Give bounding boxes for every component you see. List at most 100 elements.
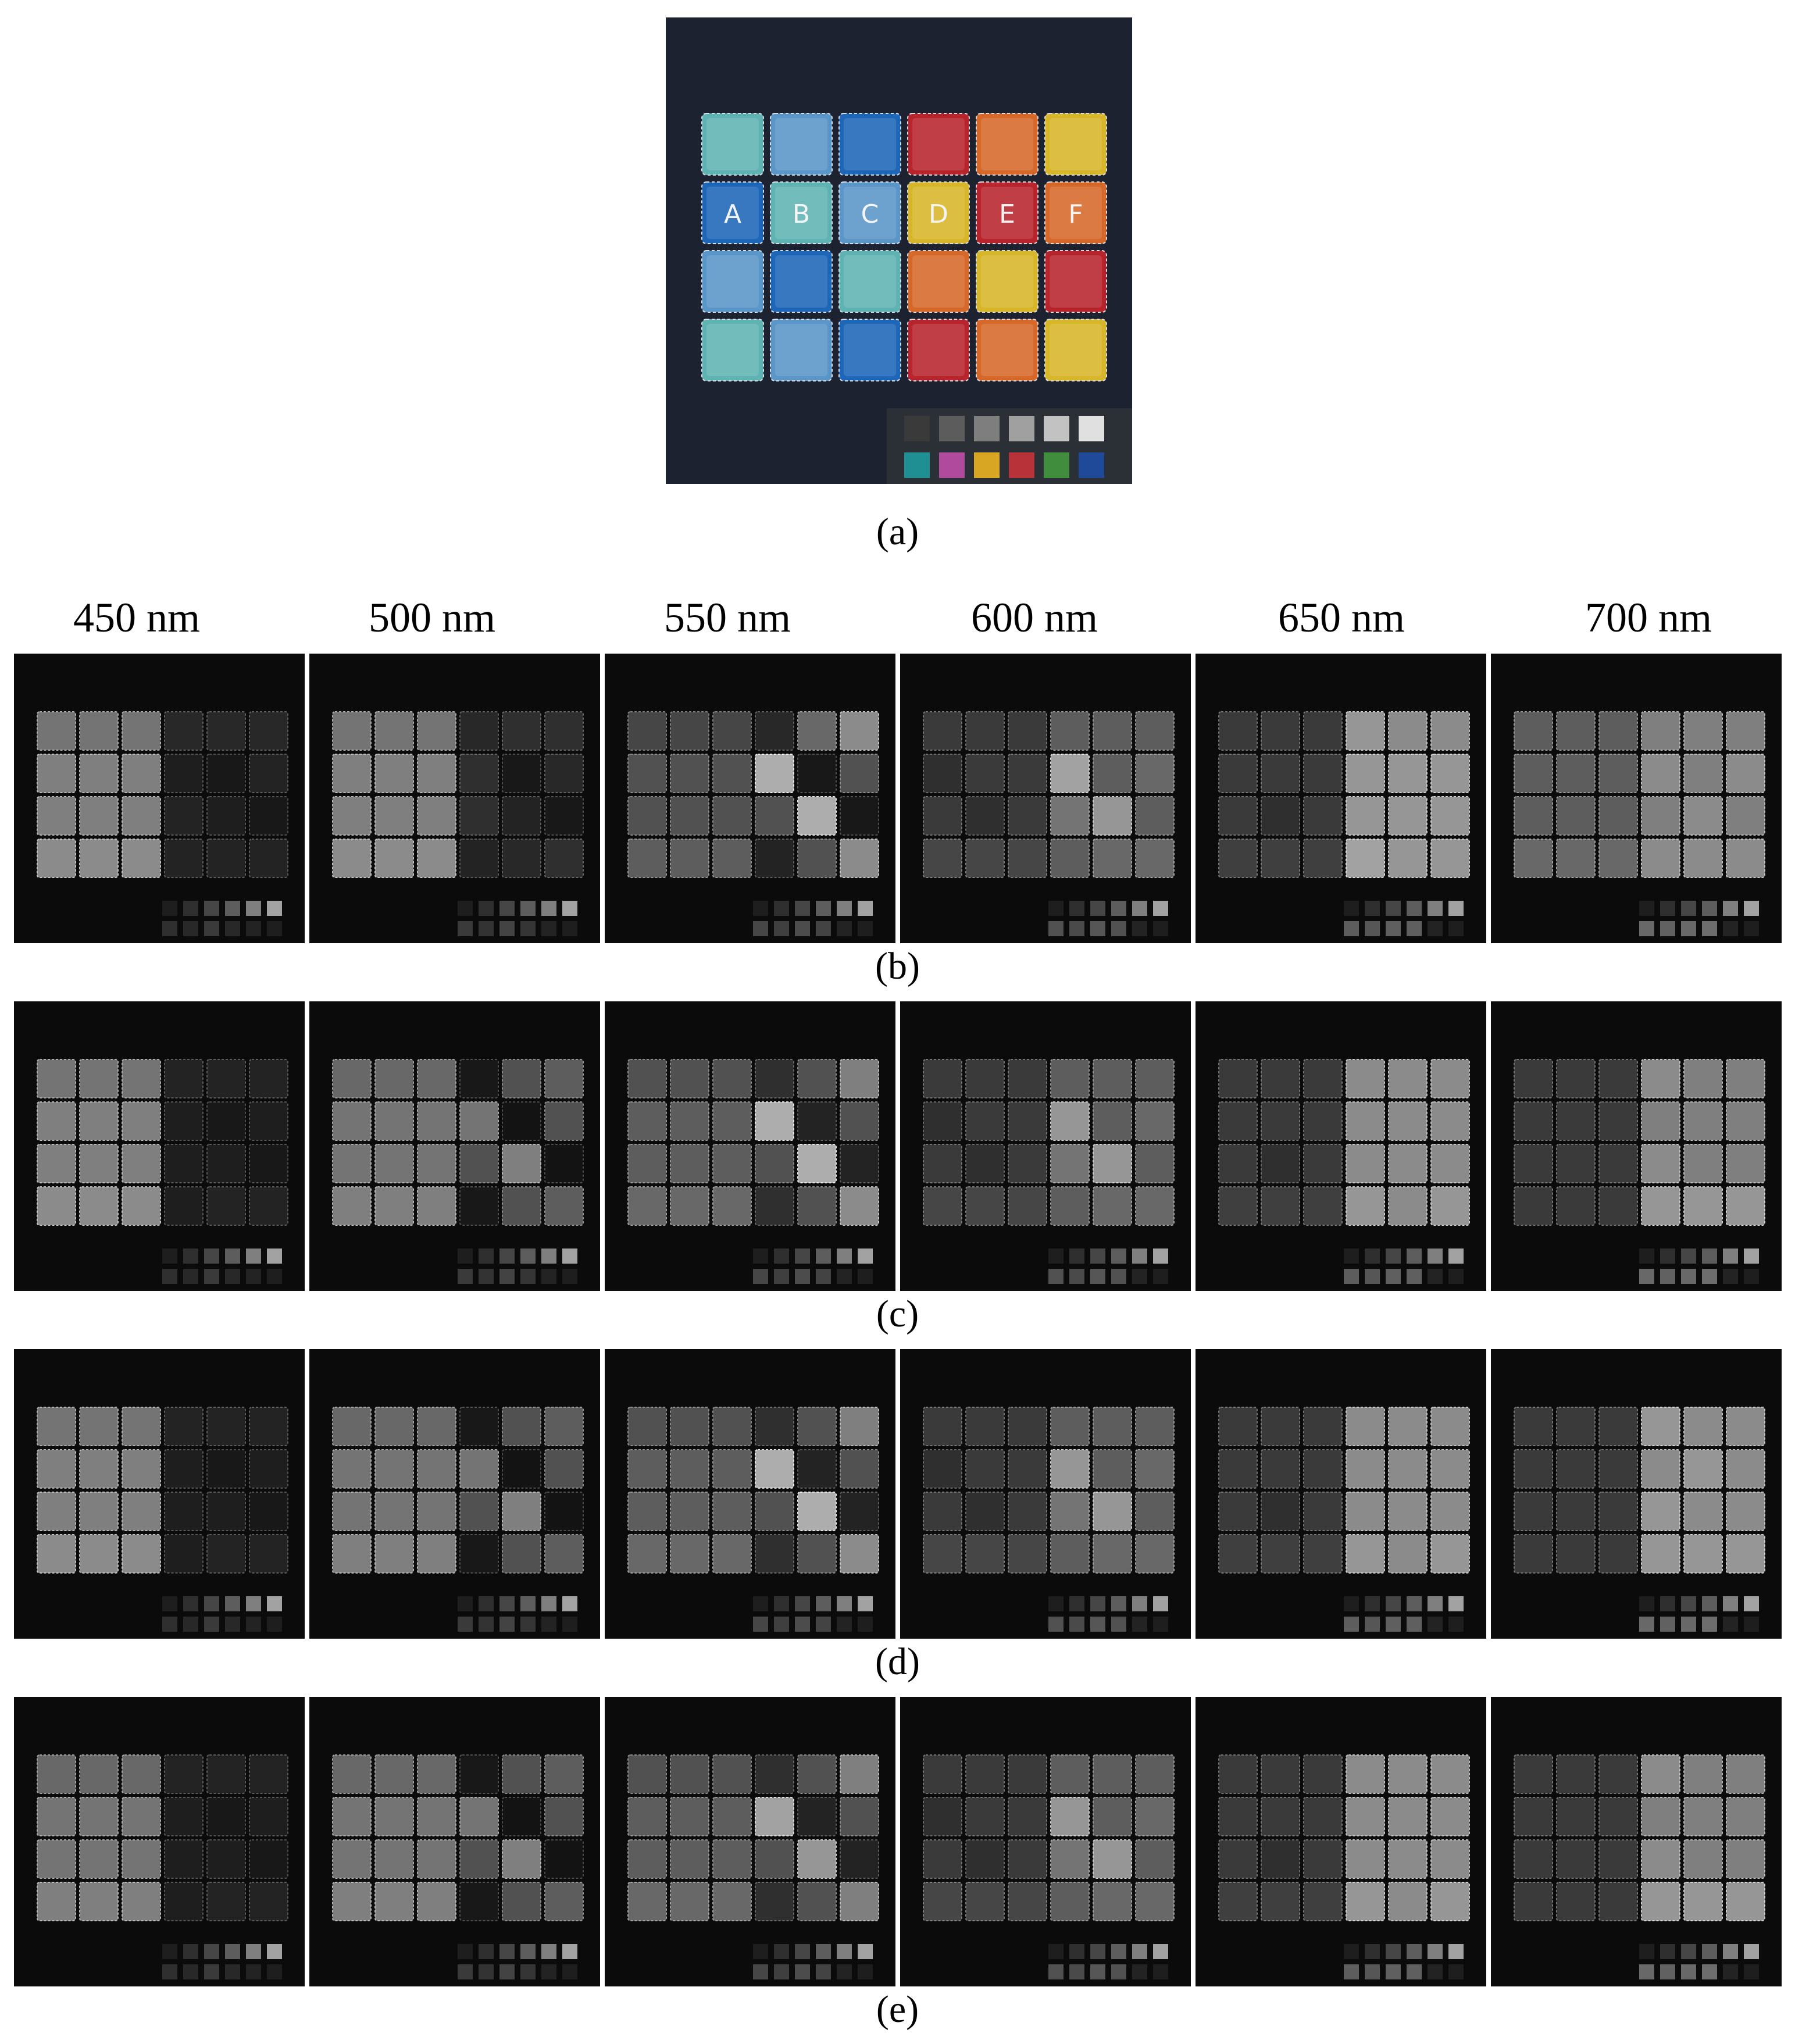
band-gray-patch — [837, 1944, 852, 1959]
band-tile — [502, 1754, 541, 1794]
band-gray-patch — [1153, 1596, 1168, 1611]
band-tile — [332, 1797, 372, 1836]
band-tile — [1218, 1144, 1258, 1183]
band-gray-patch — [162, 1248, 177, 1264]
band-color-patch — [1428, 1617, 1443, 1632]
band-image — [1491, 1001, 1782, 1291]
band-tile — [755, 1101, 794, 1141]
band-tile — [1093, 1101, 1132, 1141]
band-tile — [1050, 754, 1090, 793]
band-tile — [627, 1882, 667, 1921]
band-tile — [122, 754, 161, 793]
band-tile — [79, 796, 119, 836]
band-tile — [1726, 1144, 1765, 1183]
band-tile — [923, 1492, 962, 1531]
checker-gray-patch — [1079, 416, 1104, 441]
band-color-patch — [1407, 1964, 1422, 1979]
band-tile — [417, 711, 456, 751]
band-tile — [670, 1144, 709, 1183]
band-tile — [1514, 711, 1553, 751]
band-gray-patch — [753, 901, 768, 916]
band-color-patch — [1365, 1964, 1380, 1979]
band-tile — [417, 1754, 456, 1794]
band-tile — [670, 754, 709, 793]
band-color-patch — [1386, 921, 1401, 936]
band-image — [900, 1697, 1191, 1986]
band-image-panel — [309, 1697, 600, 1986]
band-tile — [459, 711, 499, 751]
band-gray-patch — [183, 1248, 198, 1264]
band-tile — [1598, 1186, 1638, 1226]
band-tile — [1726, 1797, 1765, 1836]
band-tile — [1093, 1449, 1132, 1489]
band-tile — [544, 1839, 584, 1879]
band-tile — [840, 1492, 879, 1531]
band-color-patch — [520, 1964, 536, 1979]
band-gray-patch — [246, 1944, 261, 1959]
checker-color-patch — [974, 452, 1000, 478]
band-tile — [1135, 1839, 1175, 1879]
tile-highlight — [706, 118, 759, 170]
band-gray-patch — [1660, 1944, 1675, 1959]
band-gray-patch — [479, 901, 494, 916]
checker-color-patch — [904, 452, 930, 478]
band-tile — [1303, 1882, 1343, 1921]
band-image — [1491, 1697, 1782, 1986]
band-tile — [1303, 796, 1343, 836]
band-gray-patch — [183, 1596, 198, 1611]
band-tile — [1430, 1492, 1470, 1531]
band-tile — [374, 1882, 414, 1921]
band-color-patch — [499, 921, 515, 936]
checker-gray-patch — [939, 416, 965, 441]
band-tile — [206, 839, 246, 878]
band-tile — [1430, 1534, 1470, 1574]
band-tile — [417, 1186, 456, 1226]
band-tile — [164, 754, 204, 793]
band-image — [1196, 1349, 1486, 1639]
caption-d: (d) — [875, 1640, 920, 1683]
band-image — [900, 654, 1191, 943]
band-tile — [1388, 1839, 1428, 1879]
band-tile — [755, 1144, 794, 1183]
band-tile — [923, 754, 962, 793]
band-tile — [712, 839, 752, 878]
band-tile — [417, 1534, 456, 1574]
band-gray-patch — [267, 901, 282, 916]
band-gray-patch — [1407, 1944, 1422, 1959]
band-tile — [374, 1059, 414, 1098]
wavelength-label-600: 600 nm — [970, 594, 1098, 641]
band-tile — [206, 1186, 246, 1226]
band-tile — [79, 1101, 119, 1141]
band-tile — [249, 1186, 288, 1226]
band-gray-patch — [225, 901, 240, 916]
band-tile — [1135, 1186, 1175, 1226]
checker-color-patch — [1044, 452, 1069, 478]
band-tile — [923, 1101, 962, 1141]
band-tile — [459, 1449, 499, 1489]
band-tile — [1514, 796, 1553, 836]
band-color-patch — [562, 1617, 577, 1632]
band-tile — [122, 1449, 161, 1489]
band-image — [14, 1349, 305, 1639]
band-tile — [1388, 1492, 1428, 1531]
band-tile — [1135, 1059, 1175, 1098]
band-tile — [840, 1144, 879, 1183]
band-tile — [1218, 754, 1258, 793]
band-tile — [712, 711, 752, 751]
band-tile — [1135, 1534, 1175, 1574]
color-tile — [838, 250, 901, 313]
band-gray-patch — [1702, 1248, 1717, 1264]
band-gray-patch — [1681, 1944, 1696, 1959]
band-tile — [627, 1797, 667, 1836]
band-tile — [627, 1534, 667, 1574]
band-tile — [332, 1839, 372, 1879]
tile-highlight — [981, 187, 1033, 239]
color-tile — [907, 319, 970, 381]
color-tile-photo-image: A B C D E F — [666, 17, 1132, 484]
tile-highlight — [844, 255, 896, 308]
band-gray-patch — [1448, 901, 1464, 916]
band-tile — [797, 1144, 837, 1183]
band-tile — [206, 754, 246, 793]
band-tile — [797, 754, 837, 793]
band-image — [309, 1001, 600, 1291]
